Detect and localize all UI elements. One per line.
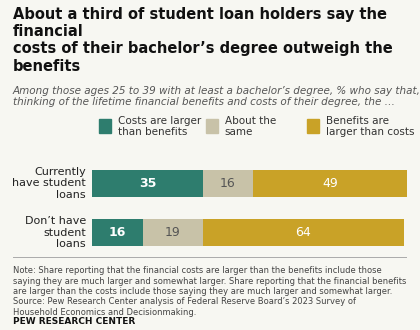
Bar (253, 170, 407, 197)
Text: 16: 16 (220, 177, 236, 190)
Bar (143, 219, 203, 246)
Text: About the
same: About the same (225, 116, 276, 137)
Text: Don’t have
student
loans: Don’t have student loans (25, 216, 86, 249)
Text: Note: Share reporting that the financial costs are larger than the benefits incl: Note: Share reporting that the financial… (13, 266, 406, 317)
Text: Benefits are
larger than costs: Benefits are larger than costs (326, 116, 414, 137)
Text: 19: 19 (165, 226, 181, 239)
Text: About a third of student loan holders say the financial
costs of their bachelor’: About a third of student loan holders sa… (13, 7, 392, 74)
Bar (307, 119, 319, 133)
Text: Among those ages 25 to 39 with at least a bachelor’s degree, % who say that,
thi: Among those ages 25 to 39 with at least … (13, 86, 420, 107)
Text: 35: 35 (139, 177, 156, 190)
Bar (203, 170, 253, 197)
Bar (99, 119, 111, 133)
Bar (92, 170, 203, 197)
Text: PEW RESEARCH CENTER: PEW RESEARCH CENTER (13, 317, 135, 326)
Text: 16: 16 (109, 226, 126, 239)
Text: 49: 49 (323, 177, 338, 190)
Text: Costs are larger
than benefits: Costs are larger than benefits (118, 116, 201, 137)
Text: 64: 64 (296, 226, 311, 239)
Bar (92, 219, 143, 246)
Text: Currently
have student
loans: Currently have student loans (12, 167, 86, 200)
Bar (206, 119, 218, 133)
Bar (203, 219, 404, 246)
